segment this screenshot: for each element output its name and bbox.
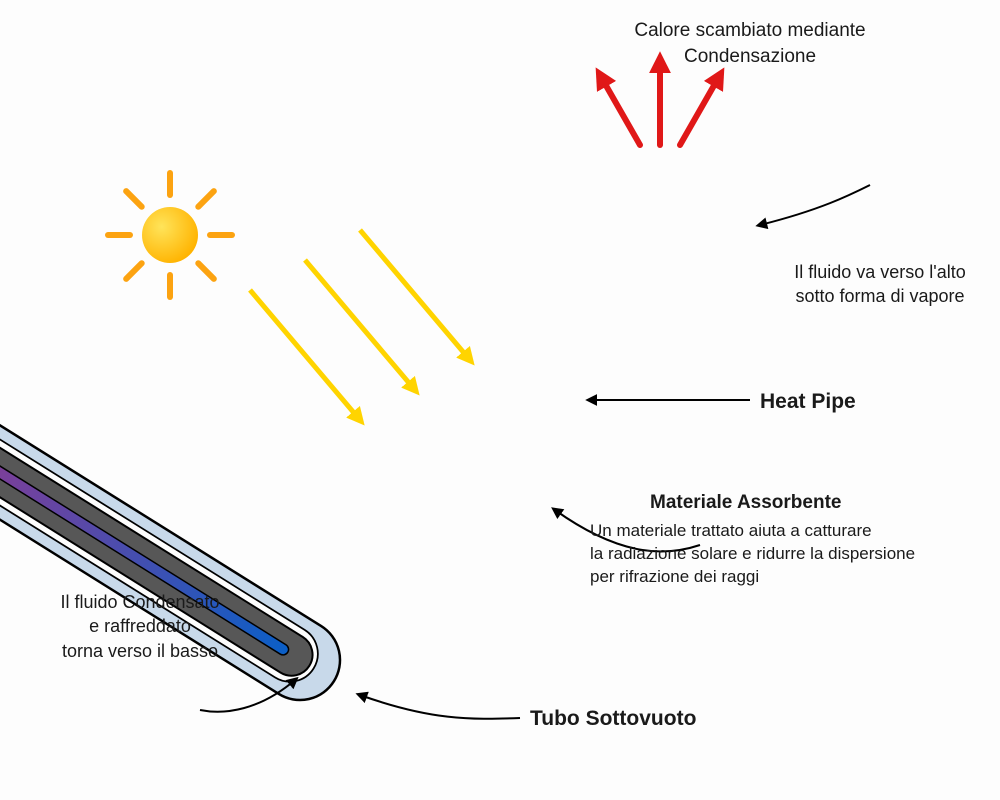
sun-icon bbox=[108, 173, 232, 297]
label-vapor: Il fluido va verso l'altosotto forma di … bbox=[770, 260, 990, 309]
label-absorber-heading: Materiale Assorbente bbox=[650, 490, 970, 516]
heat-arrow bbox=[680, 75, 720, 145]
label-absorber-body: Un materiale trattato aiuta a catturarel… bbox=[590, 520, 990, 589]
callout-condensation bbox=[760, 185, 870, 225]
label-condensation-title: Calore scambiato medianteCondensazione bbox=[560, 18, 940, 69]
diagram-canvas: { "type": "infographic", "canvas": { "wi… bbox=[0, 0, 1000, 800]
label-condensed-fluid: Il fluido Condensatoe raffreddatotorna v… bbox=[30, 590, 250, 663]
sun-ray-arrow bbox=[250, 290, 360, 420]
label-vacuum-tube: Tubo Sottovuoto bbox=[530, 705, 790, 733]
sun-ray-arrow bbox=[305, 260, 415, 390]
sun-ray-arrow bbox=[360, 230, 470, 360]
heat-arrow bbox=[600, 75, 640, 145]
callout-tube bbox=[360, 695, 520, 719]
label-heat-pipe: Heat Pipe bbox=[760, 388, 960, 416]
